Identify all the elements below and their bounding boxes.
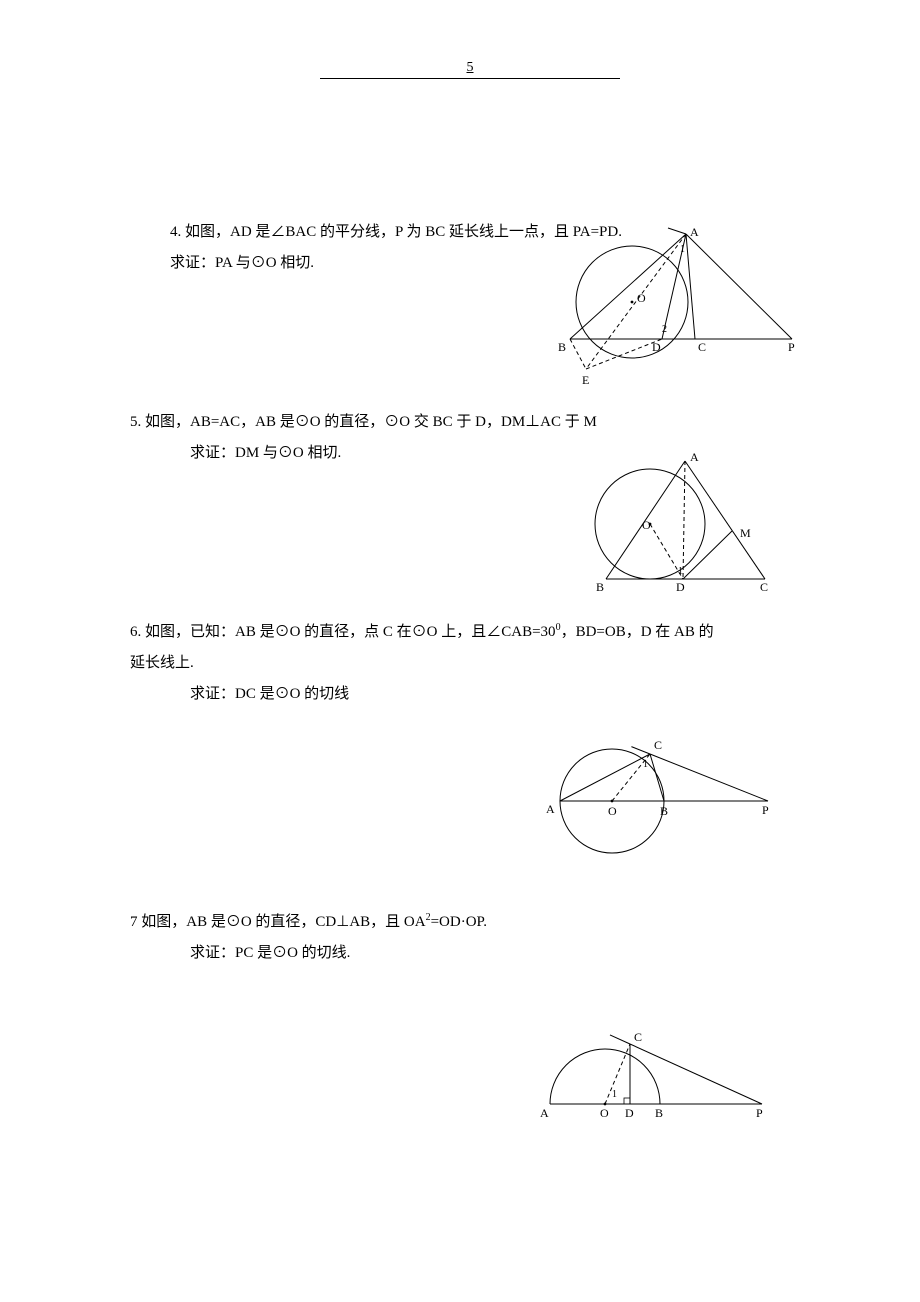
page: 5 4. 如图，AD 是∠BAC 的平分线，P 为 BC 延长线上一点，且 PA… bbox=[0, 0, 920, 1302]
svg-text:A: A bbox=[546, 802, 555, 816]
svg-text:B: B bbox=[655, 1106, 663, 1120]
svg-text:1: 1 bbox=[680, 244, 685, 255]
problem-5-line1: 5. 如图，AB=AC，AB 是⊙O 的直径，⊙O 交 BC 于 D，DM⊥AC… bbox=[130, 409, 810, 436]
problem-6-line3: 求证：DC 是⊙O 的切线 bbox=[130, 681, 810, 708]
svg-text:C: C bbox=[760, 580, 768, 594]
problem-4-figure: A B C D P E O 1 2 bbox=[540, 224, 810, 394]
problem-6: 6. 如图，已知：AB 是⊙O 的直径，点 C 在⊙O 上，且∠CAB=300，… bbox=[130, 619, 810, 879]
problem-7-line1: 7 如图，AB 是⊙O 的直径，CD⊥AB，且 OA2=OD·OP. bbox=[130, 909, 810, 936]
problem-6-figure: A B C O P 1 bbox=[530, 729, 780, 869]
p6-text-a: 6. 如图，已知：AB 是⊙O 的直径，点 C 在⊙O 上，且∠CAB=30 bbox=[130, 624, 556, 640]
problem-7-figure: A B C D O P 1 bbox=[530, 999, 780, 1129]
svg-text:O: O bbox=[642, 518, 651, 532]
svg-text:O: O bbox=[608, 804, 617, 818]
svg-text:C: C bbox=[654, 738, 662, 752]
svg-text:P: P bbox=[788, 340, 795, 354]
svg-text:P: P bbox=[762, 803, 769, 817]
svg-text:B: B bbox=[596, 580, 604, 594]
problem-6-line1: 6. 如图，已知：AB 是⊙O 的直径，点 C 在⊙O 上，且∠CAB=300，… bbox=[130, 619, 810, 646]
svg-text:2: 2 bbox=[662, 324, 667, 335]
problem-7: 7 如图，AB 是⊙O 的直径，CD⊥AB，且 OA2=OD·OP. 求证：PC… bbox=[130, 909, 810, 1139]
svg-text:C: C bbox=[698, 340, 706, 354]
svg-text:C: C bbox=[634, 1030, 642, 1044]
problem-7-line2: 求证：PC 是⊙O 的切线. bbox=[130, 940, 810, 967]
problem-5-figure: A B C D M O 1 bbox=[570, 449, 780, 599]
svg-text:M: M bbox=[740, 526, 751, 540]
p7-text-b: =OD·OP. bbox=[431, 914, 487, 930]
p7-text-a: 7 如图，AB 是⊙O 的直径，CD⊥AB，且 OA bbox=[130, 914, 426, 930]
svg-text:D: D bbox=[625, 1106, 634, 1120]
svg-text:B: B bbox=[558, 340, 566, 354]
svg-text:E: E bbox=[582, 373, 589, 387]
svg-text:D: D bbox=[652, 340, 661, 354]
problem-6-line2: 延长线上. bbox=[130, 650, 810, 677]
svg-text:1: 1 bbox=[612, 1089, 617, 1100]
svg-text:1: 1 bbox=[678, 566, 683, 577]
svg-text:A: A bbox=[690, 225, 699, 239]
p6-text-b: ，BD=OB，D 在 AB 的 bbox=[561, 624, 714, 640]
svg-text:A: A bbox=[540, 1106, 549, 1120]
svg-text:B: B bbox=[660, 804, 668, 818]
page-number: 5 bbox=[320, 60, 620, 79]
svg-text:A: A bbox=[690, 450, 699, 464]
svg-text:O: O bbox=[637, 291, 646, 305]
problem-4: 4. 如图，AD 是∠BAC 的平分线，P 为 BC 延长线上一点，且 PA=P… bbox=[130, 219, 810, 399]
svg-text:O: O bbox=[600, 1106, 609, 1120]
svg-text:D: D bbox=[676, 580, 685, 594]
problem-5: 5. 如图，AB=AC，AB 是⊙O 的直径，⊙O 交 BC 于 D，DM⊥AC… bbox=[130, 409, 810, 609]
svg-text:P: P bbox=[756, 1106, 763, 1120]
svg-text:1: 1 bbox=[643, 759, 648, 770]
